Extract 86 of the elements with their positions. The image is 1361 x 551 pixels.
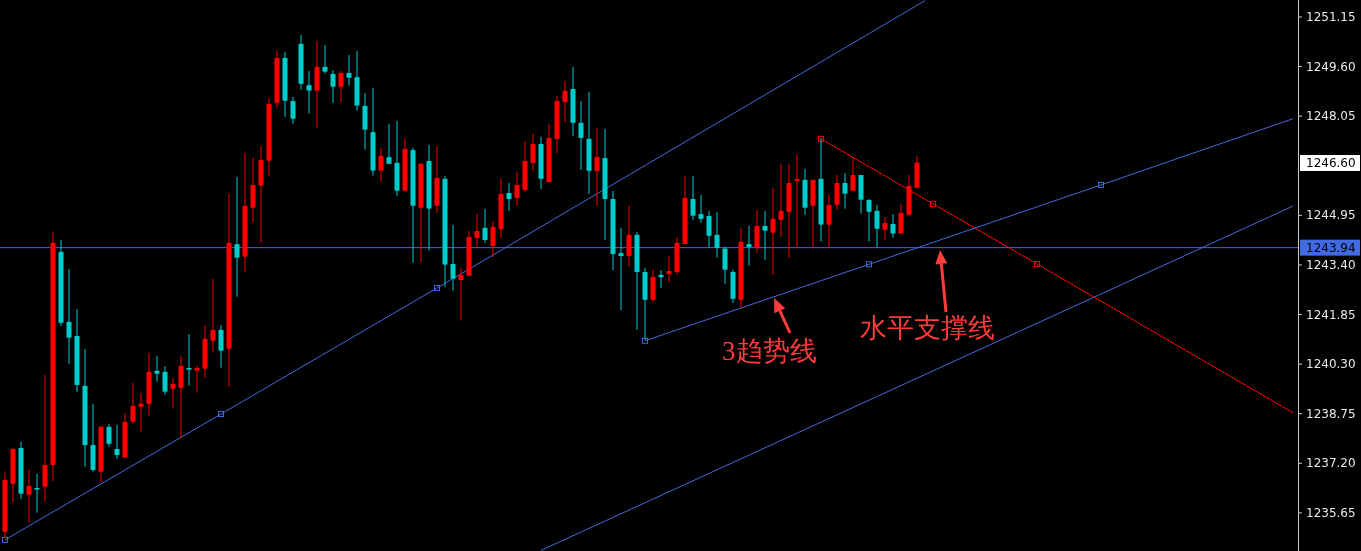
candlestick [130,382,136,425]
candlestick [714,211,720,259]
candlestick [834,174,840,211]
candlestick [882,216,888,241]
point [218,411,224,418]
candlestick [314,40,320,129]
candlestick [578,100,584,171]
candlestick [386,123,392,165]
candlestick [194,365,200,394]
candlestick [114,424,120,460]
candlestick [722,246,728,285]
y-tick-label: 1237.20 [1306,456,1356,471]
point [434,284,440,291]
candlestick [322,44,328,75]
point [2,536,8,543]
candlestick [378,147,384,183]
candlestick [162,365,168,396]
candlestick [762,210,768,261]
candlestick [770,187,776,276]
candlestick [138,392,144,433]
point [930,200,936,207]
candlestick [66,268,72,365]
candlestick [178,355,184,439]
candlestick [26,469,32,524]
candlestick [850,156,856,192]
y-tick-label: 1238.75 [1306,406,1356,421]
candlestick [474,213,480,248]
candlestick [618,227,624,311]
candlestick [514,171,520,207]
candlestick [866,198,872,243]
candlestick [530,133,536,172]
candlestick [706,210,712,249]
candlestick [778,163,784,238]
candlestick [562,80,568,123]
candlestick [42,374,48,502]
candlestick [106,423,112,448]
candlestick [842,172,848,210]
candlestick [250,157,256,224]
y-tick-label: 1244.95 [1306,208,1356,223]
candlestick [794,154,800,249]
candlestick [170,377,176,409]
y-tick-label: 1235.65 [1306,505,1356,520]
ref-line-label: 1243.94 [1306,240,1356,255]
candlestick [690,175,696,221]
candlestick [290,96,296,125]
candlestick [186,333,192,387]
point [866,261,872,268]
point [818,135,824,142]
candlestick [650,269,656,303]
text: 1246.60 [1306,156,1356,170]
candlestick [482,208,488,244]
point [1098,181,1104,188]
candlestick [594,127,600,207]
candlestick [450,224,456,292]
candlestick [746,225,752,267]
candlestick [362,92,368,151]
candlestick [490,220,496,258]
candlestick [338,70,344,104]
candlestick [506,182,512,212]
y-tick-label: 1251.15 [1306,9,1356,24]
point [1034,260,1040,267]
candlestick [754,209,760,254]
point [642,337,648,344]
y-tick-label: 1240.30 [1306,357,1356,372]
candlestick [154,355,160,383]
candlestick [626,205,632,268]
candlestick [330,69,336,104]
candlestick [890,213,896,239]
y-tick-label: 1243.40 [1306,257,1356,272]
candlestick [210,278,216,354]
annotation: 3趋势线 [722,336,817,366]
candlestick [666,255,672,283]
y-tick-label: 1249.60 [1306,59,1356,74]
y-tick-label: 1248.05 [1306,109,1356,124]
candlestick [826,194,832,249]
candlestick [658,269,664,289]
candlestick [898,203,904,235]
annotation: 水平支撑线 [860,313,995,343]
candlestick [218,324,224,369]
candlestick [346,54,352,87]
candlestick [874,204,880,249]
y-tick-label: 1241.85 [1306,307,1356,322]
candlestick [458,267,464,322]
candlestick [306,70,312,115]
candlestick [698,194,704,224]
candlestick [234,176,240,298]
